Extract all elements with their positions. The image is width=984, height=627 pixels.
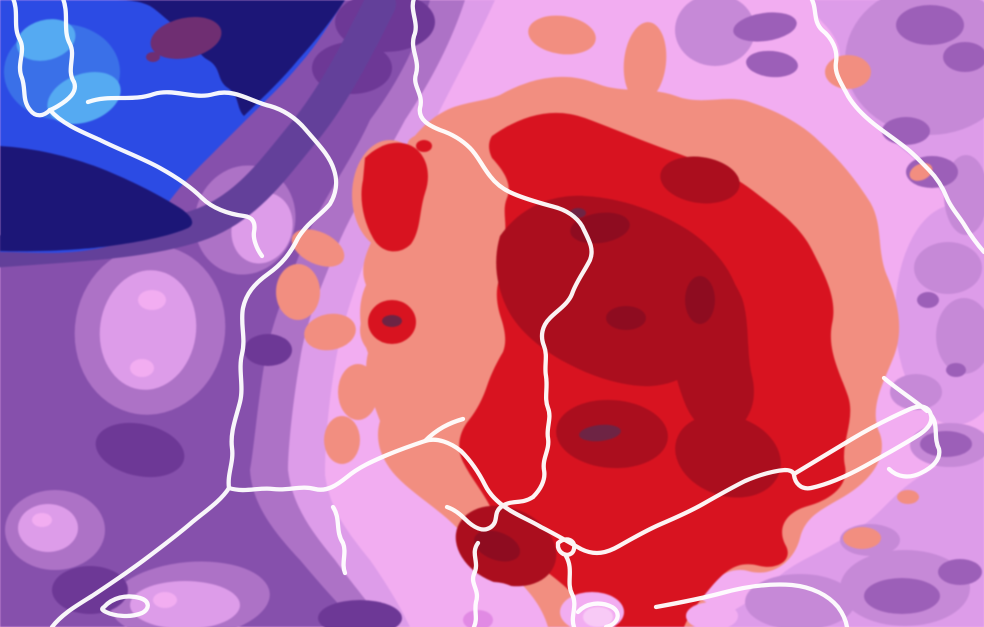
admin-border-line (563, 553, 577, 627)
admin-border-line (555, 537, 577, 557)
admin-border-line (470, 540, 481, 627)
lake-outline (100, 594, 150, 619)
admin-border-line (653, 582, 850, 627)
admin-border-line (330, 504, 348, 576)
admin-border-line (444, 494, 536, 532)
admin-border-line (47, 0, 78, 113)
contour-band-maroon (473, 212, 715, 562)
admin-border-line (422, 416, 466, 444)
admin-borders (11, 0, 984, 627)
admin-border-line (226, 437, 797, 556)
admin-border-line (85, 90, 339, 491)
contour-patch-light-blue (16, 19, 121, 125)
admin-border-line (881, 375, 930, 414)
admin-border-line (49, 485, 232, 627)
contour-patch-plum (146, 17, 222, 62)
contour-pocket-pink-violet (463, 610, 493, 627)
admin-border-line (809, 0, 984, 255)
admin-border-line (47, 107, 265, 259)
admin-border-line (410, 0, 594, 500)
contour-patch-light-orchid (18, 192, 293, 627)
admin-border-line (886, 412, 942, 479)
contour-band-dark-red (455, 156, 781, 587)
contour-band-navy (0, 0, 345, 252)
contour-patch-purple (733, 5, 984, 614)
admin-border-line (575, 601, 620, 627)
admin-border-line (11, 0, 53, 118)
lake-outline (791, 404, 934, 491)
contour-spot-pale (32, 290, 177, 608)
contour-pocket-pale-pink (583, 607, 613, 627)
contour-spot-plum (382, 208, 621, 442)
